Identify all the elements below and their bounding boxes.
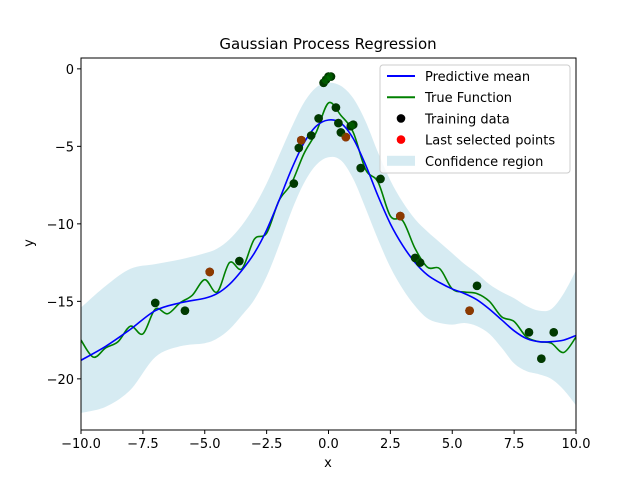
y-tick-label: 0	[66, 63, 74, 78]
training-data-point-overlay	[524, 328, 534, 337]
training-data-point-overlay	[319, 78, 328, 88]
training-data-point-overlay	[205, 267, 214, 277]
training-data-point	[549, 328, 559, 337]
y-tick-label: −10	[47, 218, 74, 233]
legend-patch-swatch	[387, 155, 415, 166]
x-tick-label: 10.0	[562, 437, 591, 452]
training-data-point	[326, 72, 336, 81]
last-selected-point	[341, 132, 351, 142]
training-data-point	[331, 103, 341, 112]
legend-entry-label: Last selected points	[425, 134, 555, 149]
x-tick-label: 0.0	[318, 437, 339, 452]
chart-title: Gaussian Process Regression	[219, 35, 436, 53]
last-selected-point	[205, 267, 214, 277]
training-data-point	[537, 354, 546, 364]
training-data-point-overlay	[321, 75, 331, 84]
training-data-point	[348, 120, 358, 129]
training-data-point-overlay	[306, 131, 316, 140]
training-data-point-overlay	[395, 211, 405, 221]
legend-dot-swatch	[396, 135, 406, 144]
training-data-point	[524, 328, 534, 337]
training-data-point	[289, 179, 299, 188]
training-data-point-overlay	[549, 328, 559, 337]
training-data-point-overlay	[235, 256, 244, 266]
x-tick-label: −2.5	[251, 437, 283, 452]
x-tick-label: −5.0	[189, 437, 221, 452]
training-data-point-overlay	[314, 114, 323, 123]
training-data-point	[180, 306, 190, 315]
legend-entry-label: True Function	[424, 91, 512, 106]
last-selected-point	[465, 306, 474, 315]
y-tick-label: −5	[55, 140, 74, 155]
predictive-mean-line	[81, 119, 576, 361]
training-data-point-overlay	[324, 72, 333, 81]
training-data-point-overlay	[348, 120, 358, 129]
training-data-point-overlay	[331, 103, 341, 112]
true-function-line	[81, 101, 576, 359]
training-data-point-overlay	[336, 128, 346, 137]
training-data-point-overlay	[289, 179, 299, 188]
training-data-point-overlay	[334, 118, 343, 128]
legend-entry-label: Predictive mean	[425, 70, 530, 85]
training-data-point	[150, 298, 160, 308]
training-data-point-overlay	[465, 306, 474, 315]
x-tick-label: 2.5	[380, 437, 401, 452]
legend-entry-label: Training data	[424, 112, 510, 127]
legend-entry-label: Confidence region	[425, 155, 543, 170]
training-data-point-overlay	[472, 281, 482, 291]
last-selected-point	[395, 211, 405, 221]
training-data-point	[356, 163, 365, 173]
last-selected-point	[296, 135, 306, 145]
x-axis-label: x	[324, 456, 332, 471]
training-data-point-overlay	[410, 253, 420, 263]
legend-box	[379, 64, 571, 174]
legend: Predictive mean True Function Training dat…	[379, 64, 571, 174]
confidence-region	[81, 82, 576, 413]
axes: −10.0 −7.5 −5.0 −2.5 0.0 2.5 5.0 7.5 10.0 0 −5 −10 −…	[47, 57, 591, 452]
training-data-point-overlay	[346, 121, 356, 131]
training-data-point-overlay	[294, 143, 304, 153]
x-tick-label: 5.0	[442, 437, 463, 452]
y-axis-label: y	[22, 239, 37, 247]
training-data-point	[306, 131, 316, 140]
training-data-point-overlay	[537, 354, 546, 364]
training-data-point	[376, 174, 385, 184]
training-data-point	[472, 281, 482, 291]
training-data-point-overlay	[415, 258, 425, 267]
training-data-point	[314, 114, 323, 123]
training-data-point	[334, 118, 343, 128]
training-data-point-overlay	[180, 306, 190, 315]
x-tick-label: 7.5	[504, 437, 525, 452]
training-data-point-overlay	[150, 298, 160, 308]
training-data-point-overlay	[296, 135, 306, 145]
y-tick-label: −20	[47, 373, 74, 388]
x-tick-label: −7.5	[127, 437, 159, 452]
plot-area	[81, 72, 576, 413]
training-data-point-overlay	[356, 163, 365, 173]
training-data-point-overlay	[341, 132, 351, 142]
x-tick-label: −10.0	[61, 437, 101, 452]
y-tick-label: −15	[47, 295, 74, 310]
training-data-point	[235, 256, 244, 266]
training-data-point-overlay	[376, 174, 385, 184]
training-data-point	[294, 143, 304, 153]
training-data-point	[415, 258, 425, 267]
training-data-point-overlay	[326, 72, 336, 81]
legend-dot-swatch	[396, 114, 406, 123]
